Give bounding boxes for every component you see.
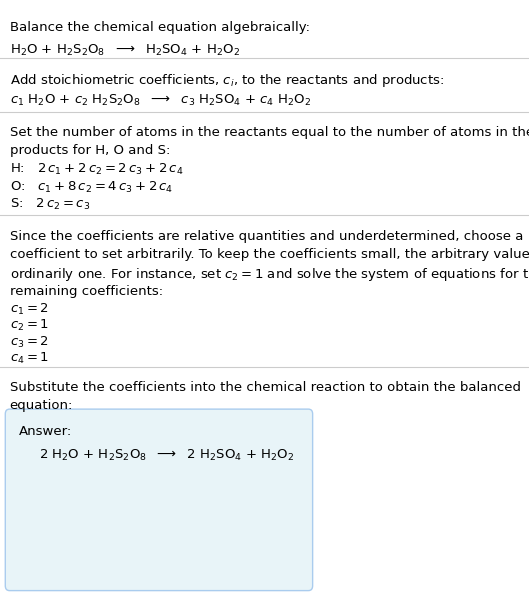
Text: Substitute the coefficients into the chemical reaction to obtain the balanced: Substitute the coefficients into the che… [10,381,521,393]
Text: 2 H$_2$O + H$_2$S$_2$O$_8$  $\longrightarrow$  2 H$_2$SO$_4$ + H$_2$O$_2$: 2 H$_2$O + H$_2$S$_2$O$_8$ $\longrightar… [39,448,294,463]
Text: S:   $2\,c_2 = c_3$: S: $2\,c_2 = c_3$ [10,197,90,212]
Text: $c_2 = 1$: $c_2 = 1$ [10,318,49,333]
FancyBboxPatch shape [5,409,313,591]
Text: $c_3 = 2$: $c_3 = 2$ [10,334,49,350]
Text: Set the number of atoms in the reactants equal to the number of atoms in the: Set the number of atoms in the reactants… [10,126,529,138]
Text: $c_1$ H$_2$O + $c_2$ H$_2$S$_2$O$_8$  $\longrightarrow$  $c_3$ H$_2$SO$_4$ + $c_: $c_1$ H$_2$O + $c_2$ H$_2$S$_2$O$_8$ $\l… [10,93,311,108]
Text: Answer:: Answer: [19,425,72,438]
Text: ordinarily one. For instance, set $c_2 = 1$ and solve the system of equations fo: ordinarily one. For instance, set $c_2 =… [10,266,529,283]
Text: H:   $2\,c_1 + 2\,c_2 = 2\,c_3 + 2\,c_4$: H: $2\,c_1 + 2\,c_2 = 2\,c_3 + 2\,c_4$ [10,162,183,177]
Text: Since the coefficients are relative quantities and underdetermined, choose a: Since the coefficients are relative quan… [10,230,523,243]
Text: Balance the chemical equation algebraically:: Balance the chemical equation algebraica… [10,21,309,34]
Text: Add stoichiometric coefficients, $c_i$, to the reactants and products:: Add stoichiometric coefficients, $c_i$, … [10,72,444,89]
Text: $c_4 = 1$: $c_4 = 1$ [10,351,49,366]
Text: equation:: equation: [10,399,73,412]
Text: O:   $c_1 + 8\,c_2 = 4\,c_3 + 2\,c_4$: O: $c_1 + 8\,c_2 = 4\,c_3 + 2\,c_4$ [10,180,173,195]
Text: coefficient to set arbitrarily. To keep the coefficients small, the arbitrary va: coefficient to set arbitrarily. To keep … [10,248,529,261]
Text: remaining coefficients:: remaining coefficients: [10,285,162,297]
Text: products for H, O and S:: products for H, O and S: [10,144,170,157]
Text: H$_2$O + H$_2$S$_2$O$_8$  $\longrightarrow$  H$_2$SO$_4$ + H$_2$O$_2$: H$_2$O + H$_2$S$_2$O$_8$ $\longrightarro… [10,42,240,58]
Text: $c_1 = 2$: $c_1 = 2$ [10,302,49,317]
